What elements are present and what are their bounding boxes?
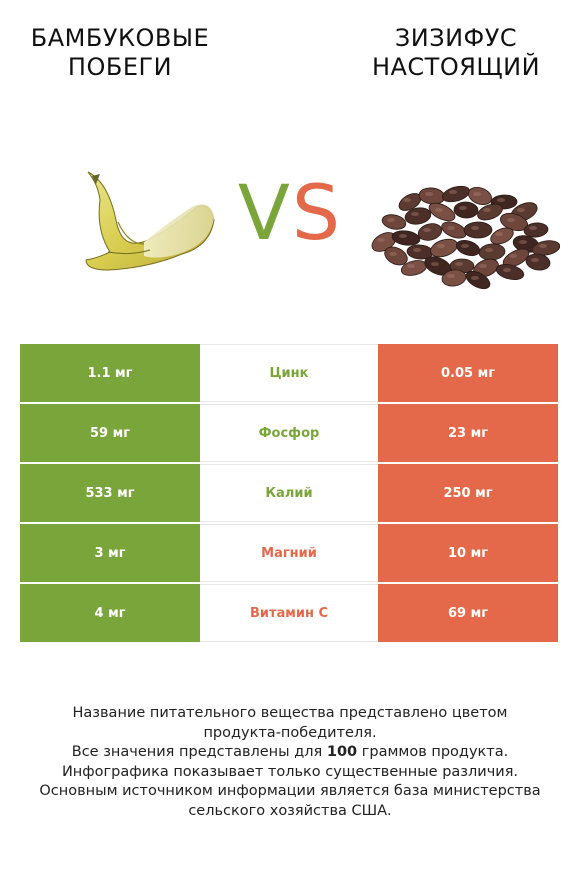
jujube-fruit-shape bbox=[404, 207, 432, 225]
jujube-highlight-shape bbox=[495, 232, 503, 236]
nutrient-name: Магний bbox=[200, 524, 378, 582]
left-title-line-1: БАМБУКОВЫЕ bbox=[30, 24, 210, 52]
left-value: 3 мг bbox=[20, 524, 200, 582]
jujube-fruit-shape bbox=[531, 240, 560, 256]
table-row: 3 мг Магний 10 мг bbox=[20, 524, 558, 582]
jujube-fruit-shape bbox=[478, 243, 506, 261]
right-title-line-1: ЗИЗИФУС bbox=[394, 24, 518, 52]
jujube-fruit-shape bbox=[417, 223, 443, 241]
footer-line: сельского хозяйства США. bbox=[188, 802, 392, 819]
jujube-highlight-shape bbox=[447, 274, 455, 278]
jujube-fruit-shape bbox=[455, 239, 481, 257]
table-row: 1.1 мг Цинк 0.05 мг bbox=[20, 344, 558, 402]
jujube-highlight-shape bbox=[503, 268, 511, 272]
jujube-highlight-shape bbox=[411, 212, 419, 216]
jujube-highlight-shape bbox=[459, 206, 467, 210]
left-value: 1.1 мг bbox=[20, 344, 200, 402]
jujube-highlight-shape bbox=[519, 240, 527, 244]
jujube-fruit-shape bbox=[418, 187, 446, 205]
jujube-highlight-shape bbox=[377, 238, 385, 242]
jujube-fruit-shape bbox=[463, 221, 493, 239]
jujube-highlight-shape bbox=[531, 258, 539, 262]
jujube-highlight-shape bbox=[509, 254, 517, 258]
table-row: 533 мг Калий 250 мг bbox=[20, 464, 558, 522]
right-value: 23 мг bbox=[378, 404, 558, 462]
jujube-highlight-shape bbox=[497, 198, 505, 202]
footer-line: Все значения представлены для 100 граммо… bbox=[20, 743, 560, 763]
jujube-highlight-shape bbox=[473, 192, 481, 196]
jujube-fruit-shape bbox=[495, 264, 525, 280]
jujube-highlight-shape bbox=[449, 190, 457, 194]
jujube-highlight-shape bbox=[447, 226, 455, 230]
jujube-highlight-shape bbox=[483, 208, 491, 212]
table-row: 59 мг Фосфор 23 мг bbox=[20, 404, 558, 462]
jujube-fruit-shape bbox=[525, 253, 551, 271]
jujube-fruit-shape bbox=[477, 203, 503, 221]
nutrient-name: Витамин C bbox=[200, 584, 378, 642]
left-title-line-2: ПОБЕГИ bbox=[67, 53, 173, 81]
jujube-highlight-shape bbox=[517, 208, 525, 212]
nutrient-name: Фосфор bbox=[200, 404, 378, 462]
bamboo-shoot-image bbox=[85, 171, 215, 271]
jujube-fruit-shape bbox=[381, 214, 407, 230]
jujube-highlight-shape bbox=[471, 226, 479, 230]
jujube-fruit-shape bbox=[490, 227, 514, 245]
jujube-highlight-shape bbox=[479, 264, 487, 268]
footer-text: Все значения представлены для bbox=[71, 744, 327, 760]
versus-label: VS bbox=[222, 163, 358, 263]
jujube-highlight-shape bbox=[461, 244, 469, 248]
jujube-highlight-shape bbox=[539, 244, 547, 248]
footer-bold-amount: 100 bbox=[326, 744, 358, 760]
jujube-fruit-shape bbox=[428, 202, 456, 222]
left-product-title: БАМБУКОВЫЕ ПОБЕГИ bbox=[20, 24, 220, 82]
jujube-highlight-shape bbox=[507, 218, 515, 222]
nutrient-comparison-table: 1.1 мг Цинк 0.05 мг 59 мг Фосфор 23 мг 5… bbox=[20, 344, 558, 644]
left-value: 533 мг bbox=[20, 464, 200, 522]
nutrient-name: Цинк bbox=[200, 344, 378, 402]
right-value: 10 мг bbox=[378, 524, 558, 582]
jujube-highlight-shape bbox=[529, 226, 537, 230]
table-row: 4 мг Витамин C 69 мг bbox=[20, 584, 558, 642]
nutrient-name: Калий bbox=[200, 464, 378, 522]
jujube-highlight-shape bbox=[403, 198, 411, 202]
right-value: 250 мг bbox=[378, 464, 558, 522]
jujube-highlight-shape bbox=[437, 244, 445, 248]
jujube-fruit-shape bbox=[465, 270, 491, 290]
vs-letter-s: S bbox=[291, 168, 343, 257]
footer-notes: Название питательного вещества представл… bbox=[20, 704, 560, 821]
footer-line: продукта-победителя. bbox=[203, 724, 377, 741]
jujube-fruit-shape bbox=[384, 246, 408, 266]
jujube-highlight-shape bbox=[399, 234, 407, 238]
right-product-title: ЗИЗИФУС НАСТОЯЩИЙ bbox=[342, 24, 570, 82]
jujube-fruit-shape bbox=[391, 230, 421, 246]
right-title-line-2: НАСТОЯЩИЙ bbox=[371, 53, 541, 81]
footer-line: Название питательного вещества представл… bbox=[72, 705, 508, 721]
jujube-highlight-shape bbox=[387, 218, 395, 222]
jujube-highlight-shape bbox=[455, 262, 463, 266]
jujube-highlight-shape bbox=[485, 248, 493, 252]
left-value: 59 мг bbox=[20, 404, 200, 462]
right-value: 69 мг bbox=[378, 584, 558, 642]
right-value: 0.05 мг bbox=[378, 344, 558, 402]
jujube-highlight-shape bbox=[389, 252, 397, 256]
footer-text: граммов продукта. bbox=[357, 744, 509, 760]
jujube-highlight-shape bbox=[431, 262, 439, 266]
vs-letter-v: V bbox=[237, 168, 292, 257]
jujube-fruit-shape bbox=[523, 222, 549, 238]
jujube-highlight-shape bbox=[407, 264, 415, 268]
jujube-highlight-shape bbox=[423, 228, 431, 232]
jujube-fruit-shape bbox=[453, 201, 479, 219]
jujube-highlight-shape bbox=[413, 248, 421, 252]
jujube-highlight-shape bbox=[435, 208, 443, 212]
jujube-fruit-shape bbox=[442, 185, 470, 203]
jujube-highlight-shape bbox=[425, 192, 433, 196]
jujube-image bbox=[371, 185, 560, 290]
footer-line: Основным источником информации является … bbox=[39, 783, 541, 799]
jujube-highlight-shape bbox=[471, 276, 479, 280]
footer-line: Инфографика показывает только существенн… bbox=[61, 763, 519, 780]
left-value: 4 мг bbox=[20, 584, 200, 642]
